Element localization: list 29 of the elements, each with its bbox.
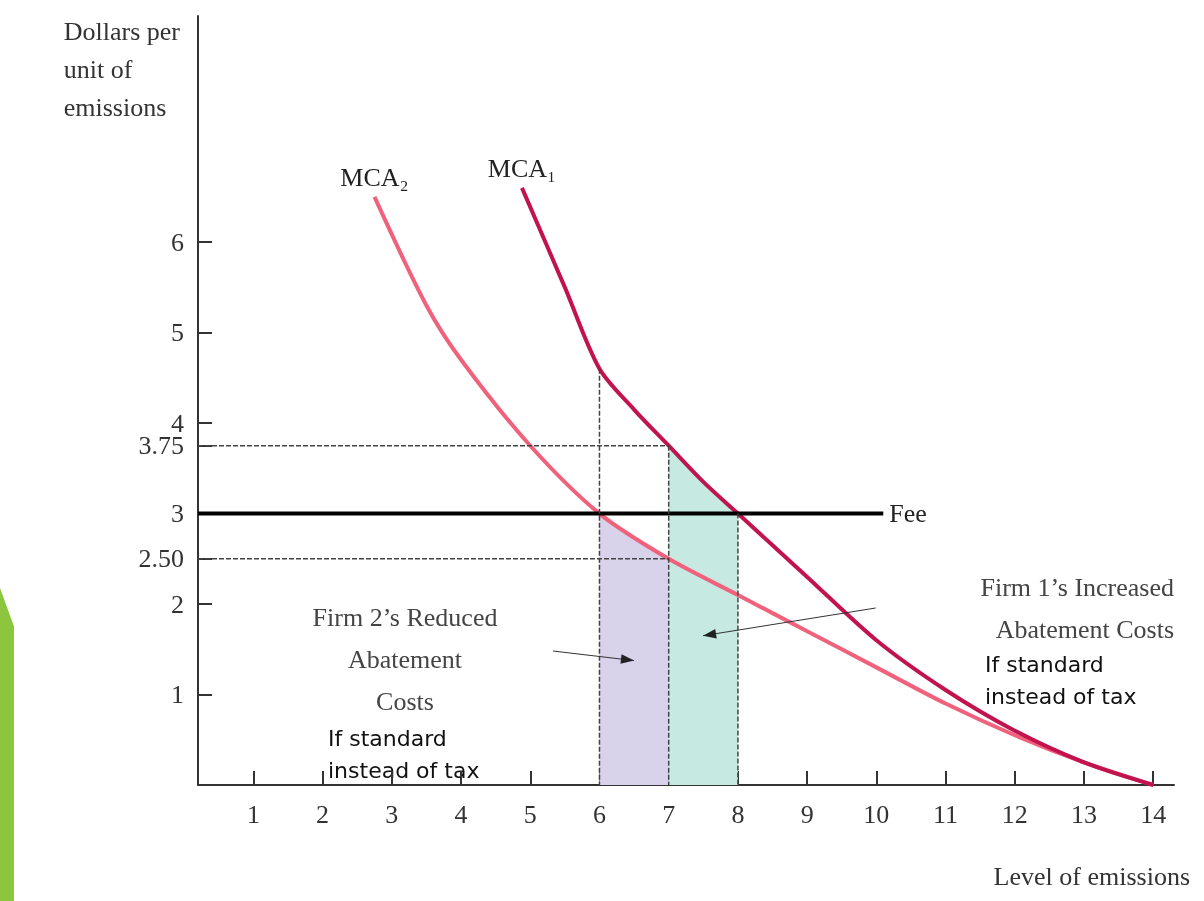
x-tick-label: 8: [731, 799, 745, 829]
annotation: Firm 2’s Reduced Abatement Costs: [312, 602, 498, 716]
x-tick-label: 6: [592, 799, 606, 829]
x-tick-label: 14: [1140, 799, 1167, 829]
series-label: MCA₁: [487, 154, 557, 184]
x-tick-label: 1: [246, 799, 260, 829]
y-tick-label: 5: [171, 318, 184, 348]
x-tick-label: 3: [385, 799, 399, 829]
annotation: If standard instead of tax: [985, 651, 1137, 709]
annotation: If standard instead of tax: [328, 725, 480, 783]
annotation: Firm 1’s Increased Abatement Costs: [980, 572, 1174, 644]
y-tick-label: 1: [171, 680, 184, 710]
x-tick-label: 9: [800, 799, 814, 829]
y-tick-label: 3: [171, 499, 184, 529]
y-tick-label: 2.50: [138, 544, 184, 574]
x-tick-label: 7: [662, 799, 676, 829]
x-tick-label: 2: [316, 799, 330, 829]
x-tick-label: 4: [454, 799, 468, 829]
series-label: Fee: [889, 499, 927, 529]
y-tick-label: 2: [171, 589, 184, 619]
x-tick-label: 12: [1001, 799, 1028, 829]
x-tick-label: 11: [933, 799, 959, 829]
y-axis-title: Dollars per unit of emissions: [63, 16, 181, 122]
x-tick-label: 5: [523, 799, 537, 829]
x-tick-label: 10: [863, 799, 890, 829]
y-tick-label: 6: [171, 227, 184, 257]
x-tick-label: 13: [1071, 799, 1098, 829]
series-label: MCA₂: [340, 163, 409, 193]
x-axis-title: Level of emissions: [993, 861, 1191, 891]
